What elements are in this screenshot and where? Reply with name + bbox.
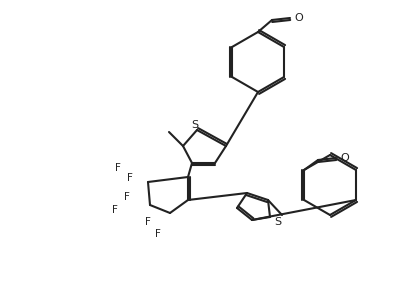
Text: O: O [341,153,349,163]
Text: O: O [295,13,303,23]
Text: S: S [275,217,282,227]
Text: F: F [124,192,130,202]
Text: F: F [155,229,161,239]
Text: F: F [145,217,151,227]
Text: F: F [127,173,133,183]
Text: F: F [112,205,118,215]
Text: S: S [191,120,199,130]
Text: F: F [115,163,121,173]
